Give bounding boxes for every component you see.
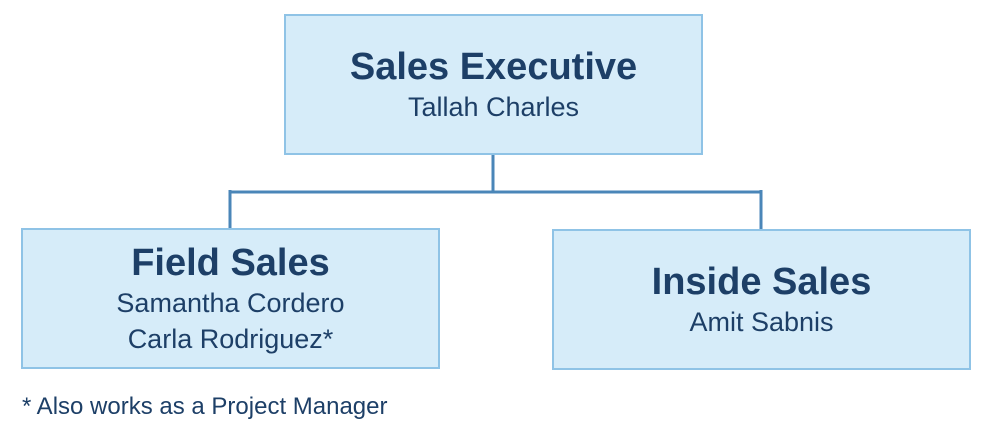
node-sales-executive: Sales Executive Tallah Charles [284, 14, 703, 155]
node-field-sales: Field Sales Samantha Cordero Carla Rodri… [21, 228, 440, 369]
node-person: Samantha Cordero [116, 287, 345, 318]
node-title: Inside Sales [651, 260, 872, 303]
footnote: * Also works as a Project Manager [22, 393, 388, 420]
node-title: Sales Executive [349, 45, 638, 88]
node-inside-sales: Inside Sales Amit Sabnis [552, 229, 971, 370]
node-person: Amit Sabnis [689, 306, 834, 337]
node-title: Field Sales [131, 241, 330, 284]
node-person: Tallah Charles [407, 91, 580, 122]
node-person: Carla Rodriguez* [127, 323, 334, 354]
